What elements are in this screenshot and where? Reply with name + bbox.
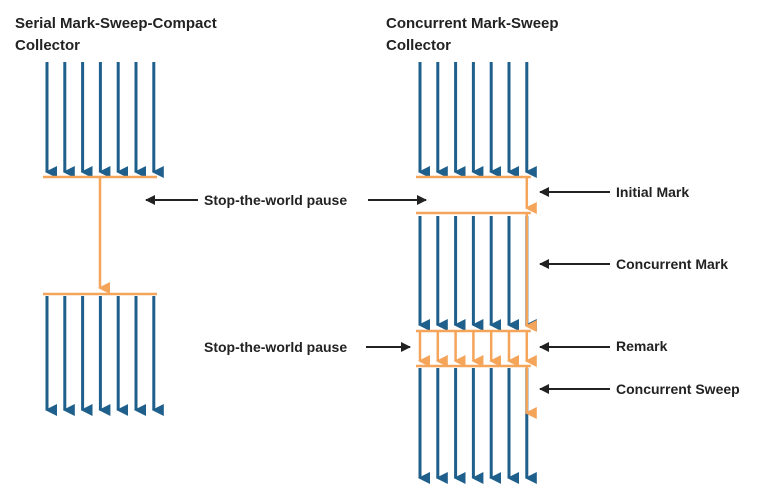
initial-mark-label: Initial Mark bbox=[616, 184, 689, 200]
stw-bottom-label: Stop-the-world pause bbox=[204, 339, 347, 355]
concurrent-title-line2: Collector bbox=[386, 37, 452, 54]
concurrent-sweep-label: Concurrent Sweep bbox=[616, 381, 740, 397]
stw-top-label: Stop-the-world pause bbox=[204, 192, 347, 208]
serial-title-line2: Collector bbox=[15, 37, 81, 54]
gc-threads bbox=[43, 175, 537, 419]
mutator-threads bbox=[45, 62, 537, 484]
concurrent-title-line1: Concurrent Mark-Sweep bbox=[386, 15, 559, 32]
concurrent-mark-label: Concurrent Mark bbox=[616, 256, 728, 272]
serial-title-line1: Serial Mark-Sweep-Compact bbox=[15, 15, 217, 32]
remark-label: Remark bbox=[616, 338, 668, 354]
callout-arrows bbox=[145, 187, 610, 394]
